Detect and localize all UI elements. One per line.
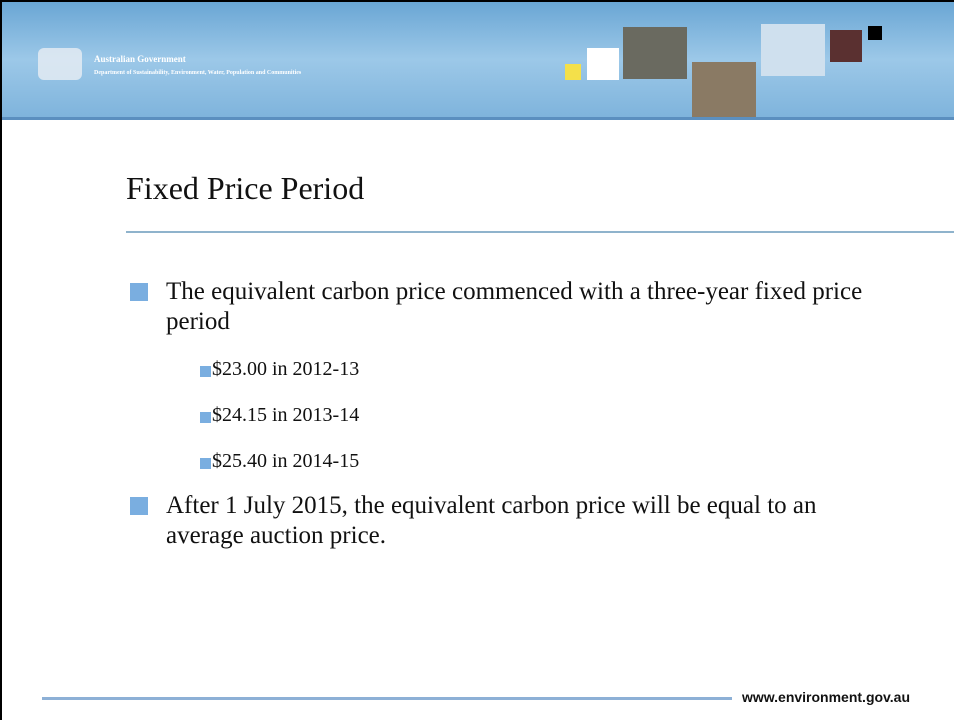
bullet-icon xyxy=(130,497,148,515)
footer-rule xyxy=(42,697,732,700)
bullet: After 1 July 2015, the equivalent carbon… xyxy=(166,491,826,551)
crest xyxy=(38,48,82,80)
photo xyxy=(692,62,756,117)
bullet-icon xyxy=(200,366,211,377)
photo xyxy=(623,27,687,79)
deco xyxy=(565,64,581,80)
footer-url: www.environment.gov.au xyxy=(742,689,910,705)
slide-title: Fixed Price Period xyxy=(126,170,364,207)
deco xyxy=(868,26,882,40)
org-name: Australian Government xyxy=(94,54,186,64)
header-banner: Australian Government Department of Sust… xyxy=(2,2,954,120)
sub-bullet: $23.00 in 2012-13 xyxy=(212,358,359,381)
title-rule xyxy=(126,231,954,233)
deco xyxy=(830,30,862,62)
department: Department of Sustainability, Environmen… xyxy=(94,70,301,76)
bullet: The equivalent carbon price commenced wi… xyxy=(166,277,866,337)
bullet-icon xyxy=(200,458,211,469)
sub-bullet: $25.40 in 2014-15 xyxy=(212,450,359,473)
slide: Australian Government Department of Sust… xyxy=(0,0,954,720)
deco xyxy=(587,48,619,80)
bullet-icon xyxy=(200,412,211,423)
bullet-icon xyxy=(130,283,148,301)
photo xyxy=(761,24,825,76)
sub-bullet: $24.15 in 2013-14 xyxy=(212,404,359,427)
